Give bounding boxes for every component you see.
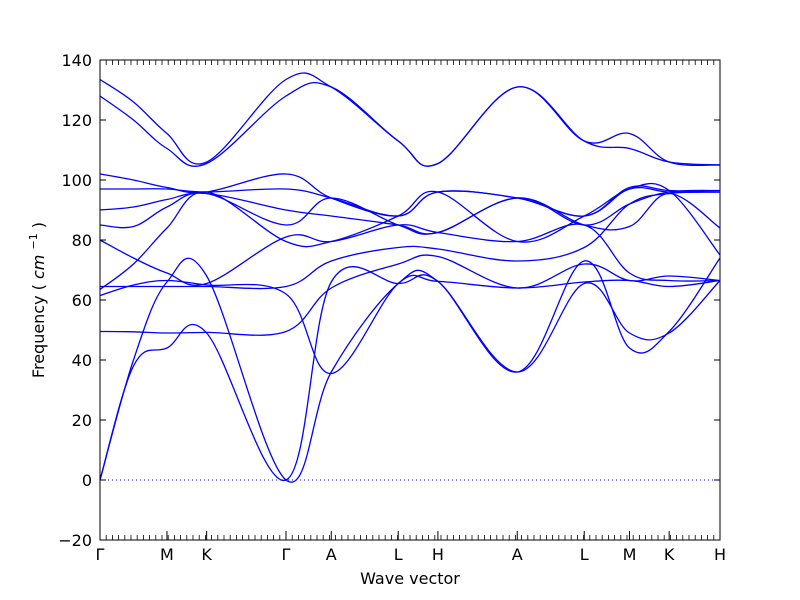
x-tick-label: H (714, 545, 726, 564)
y-tick-label: 120 (61, 111, 92, 130)
x-tick-label: A (512, 545, 523, 564)
y-axis-label-unit-exponent: −1 (27, 233, 40, 249)
y-tick-label: 60 (72, 291, 92, 310)
y-tick-label: −20 (58, 531, 92, 550)
x-tick-label: K (664, 545, 675, 564)
y-axis-label-paren-close: ) (29, 222, 48, 228)
band-line-13 (99, 72, 721, 167)
plot-area (100, 60, 720, 540)
y-tick-label: 140 (61, 51, 92, 70)
x-tick-label: Γ (282, 545, 291, 564)
x-tick-label: L (394, 545, 403, 564)
x-tick-label: K (201, 545, 212, 564)
x-tick-label: L (580, 545, 589, 564)
y-axis-label-paren-open: ( (29, 284, 48, 290)
y-tick-label: 0 (82, 471, 92, 490)
band-lines (99, 72, 721, 483)
axis-ticks: −20 0 20 40 60 80 100 120 140 Γ M K Γ A L H A L M K H (58, 51, 726, 564)
y-tick-label: 100 (61, 171, 92, 190)
x-tick-label: H (432, 545, 444, 564)
plot-frame (99, 59, 721, 541)
band-line-2 (99, 257, 721, 481)
x-tick-label: Γ (96, 545, 105, 564)
x-tick-label: M (160, 545, 174, 564)
x-tick-label: M (623, 545, 637, 564)
y-tick-label: 40 (72, 351, 92, 370)
band-line-4 (99, 274, 721, 375)
x-tick-label: A (326, 545, 337, 564)
x-axis-label: Wave vector (360, 569, 460, 588)
band-line-11 (99, 173, 721, 217)
band-line-9 (99, 189, 721, 235)
y-tick-label: 20 (72, 411, 92, 430)
y-axis-label-text: Frequency (29, 295, 48, 378)
y-axis-label-unit: cm (29, 255, 48, 279)
y-axis-label: Frequency ( cm −1 ) (22, 222, 48, 378)
y-tick-label: 80 (72, 231, 92, 250)
